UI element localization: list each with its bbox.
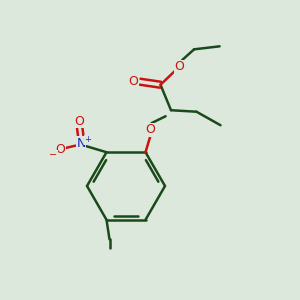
Text: +: + [84, 135, 91, 144]
Text: O: O [129, 75, 138, 88]
Text: O: O [145, 123, 155, 136]
Text: −: − [49, 150, 58, 160]
Text: O: O [55, 143, 65, 156]
Text: O: O [174, 60, 184, 73]
Text: N: N [76, 137, 86, 150]
Text: O: O [75, 115, 84, 128]
